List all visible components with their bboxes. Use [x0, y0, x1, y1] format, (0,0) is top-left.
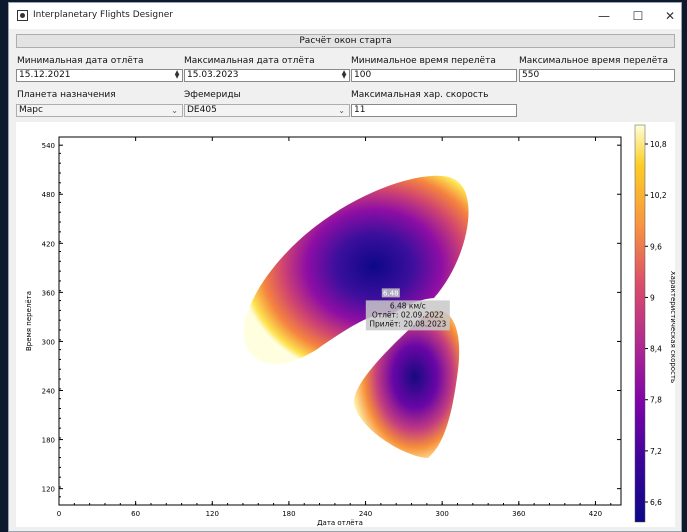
app-icon: [17, 10, 28, 21]
max-speed-label: Максимальная хар. скорость: [351, 90, 489, 100]
colorbar-tick-label: 9: [650, 293, 655, 302]
colorbar-tick-label: 8,4: [650, 345, 662, 354]
velocity-field: [243, 175, 469, 458]
colorbar: [634, 124, 646, 523]
min-time-label: Минимальное время перелёта: [351, 56, 496, 66]
porkchop-plot[interactable]: 0 60 120 180 240 300 360 420 120 180 240 300 360 420 4…: [16, 122, 677, 527]
close-button[interactable]: ✕: [664, 9, 676, 23]
lower-launch-window-region: [353, 310, 460, 458]
x-tick-label: 240: [359, 510, 372, 518]
ephemeris-select[interactable]: DE405 ⌄: [184, 104, 350, 117]
x-tick-label: 360: [512, 510, 525, 518]
plot-area: 0 60 120 180 240 300 360 420 120 180 240 300 360 420 4…: [16, 122, 677, 527]
max-speed-field[interactable]: 11: [351, 104, 517, 117]
planet-select[interactable]: Марс ⌄: [16, 104, 183, 117]
x-tick-label: 180: [282, 510, 295, 518]
colorbar-tick-label: 9,6: [650, 242, 662, 251]
app-window: Interplanetary Flights Designer — ☐ ✕ Ра…: [8, 2, 682, 532]
min-date-label: Минимальная дата отлёта: [17, 56, 144, 66]
colorbar-tick-label: 10,2: [650, 191, 667, 200]
chevron-down-icon: ⌄: [338, 106, 345, 115]
ephemeris-value: DE405: [187, 105, 217, 115]
ephemeris-label: Эфемериды: [184, 90, 241, 100]
y-tick-label: 120: [42, 486, 55, 494]
y-tick-label: 240: [42, 388, 55, 396]
planet-value: Марс: [19, 105, 43, 115]
upper-launch-window-region: [243, 175, 469, 364]
max-time-field[interactable]: 550: [519, 69, 675, 82]
colorbar-tick-label: 6,6: [650, 498, 662, 507]
x-tick-label: 60: [131, 510, 140, 518]
y-tick-label: 420: [42, 240, 55, 248]
x-tick-label: 120: [206, 510, 219, 518]
calculate-launch-windows-button[interactable]: Расчёт окон старта: [16, 34, 675, 48]
annotation-line: 6.48 км/с: [390, 301, 426, 310]
y-tick-label: 300: [42, 338, 55, 346]
svg-text:6.48: 6.48: [383, 289, 399, 297]
x-tick-label: 420: [589, 510, 602, 518]
x-axis-label: Дата отлёта: [317, 519, 363, 527]
max-date-value: 15.03.2023: [187, 70, 239, 80]
min-time-field[interactable]: 100: [351, 69, 517, 82]
spin-icon[interactable]: ▲ ▼: [341, 69, 347, 80]
annotation-value: 6.48: [381, 288, 400, 298]
y-tick-label: 180: [42, 437, 55, 445]
y-tick-label: 360: [42, 289, 55, 297]
annotation-line: Прилёт: 20.08.2023: [369, 319, 446, 328]
colorbar-tick-label: 10,8: [650, 140, 667, 149]
y-axis-label: Время перелёта: [25, 291, 33, 351]
maximize-button[interactable]: ☐: [632, 9, 644, 23]
max-time-label: Максимальное время перелёта: [519, 56, 669, 66]
minimize-button[interactable]: —: [598, 9, 610, 23]
annotation-line: Отлёт: 02.09.2022: [372, 310, 444, 319]
x-tick-label: 0: [57, 510, 61, 518]
min-date-value: 15.12.2021: [19, 70, 71, 80]
max-date-label: Максимальная дата отлёта: [184, 56, 315, 66]
y-tick-label: 540: [42, 142, 55, 150]
colorbar-tick-label: 7,8: [650, 396, 662, 405]
title-bar: Interplanetary Flights Designer — ☐ ✕: [9, 3, 681, 29]
chevron-down-icon: ⌄: [171, 106, 178, 115]
colorbar-label: Характеристическая скорость: [669, 271, 675, 383]
window-title: Interplanetary Flights Designer: [33, 10, 174, 20]
max-date-field[interactable]: 15.03.2023 ▲ ▼: [184, 69, 350, 82]
x-tick-label: 300: [435, 510, 448, 518]
min-date-field[interactable]: 15.12.2021 ▲ ▼: [16, 69, 183, 82]
planet-label: Планета назначения: [17, 90, 116, 100]
y-tick-label: 480: [42, 191, 55, 199]
colorbar-tick-label: 7,2: [650, 447, 662, 456]
spin-icon[interactable]: ▲ ▼: [174, 69, 180, 80]
